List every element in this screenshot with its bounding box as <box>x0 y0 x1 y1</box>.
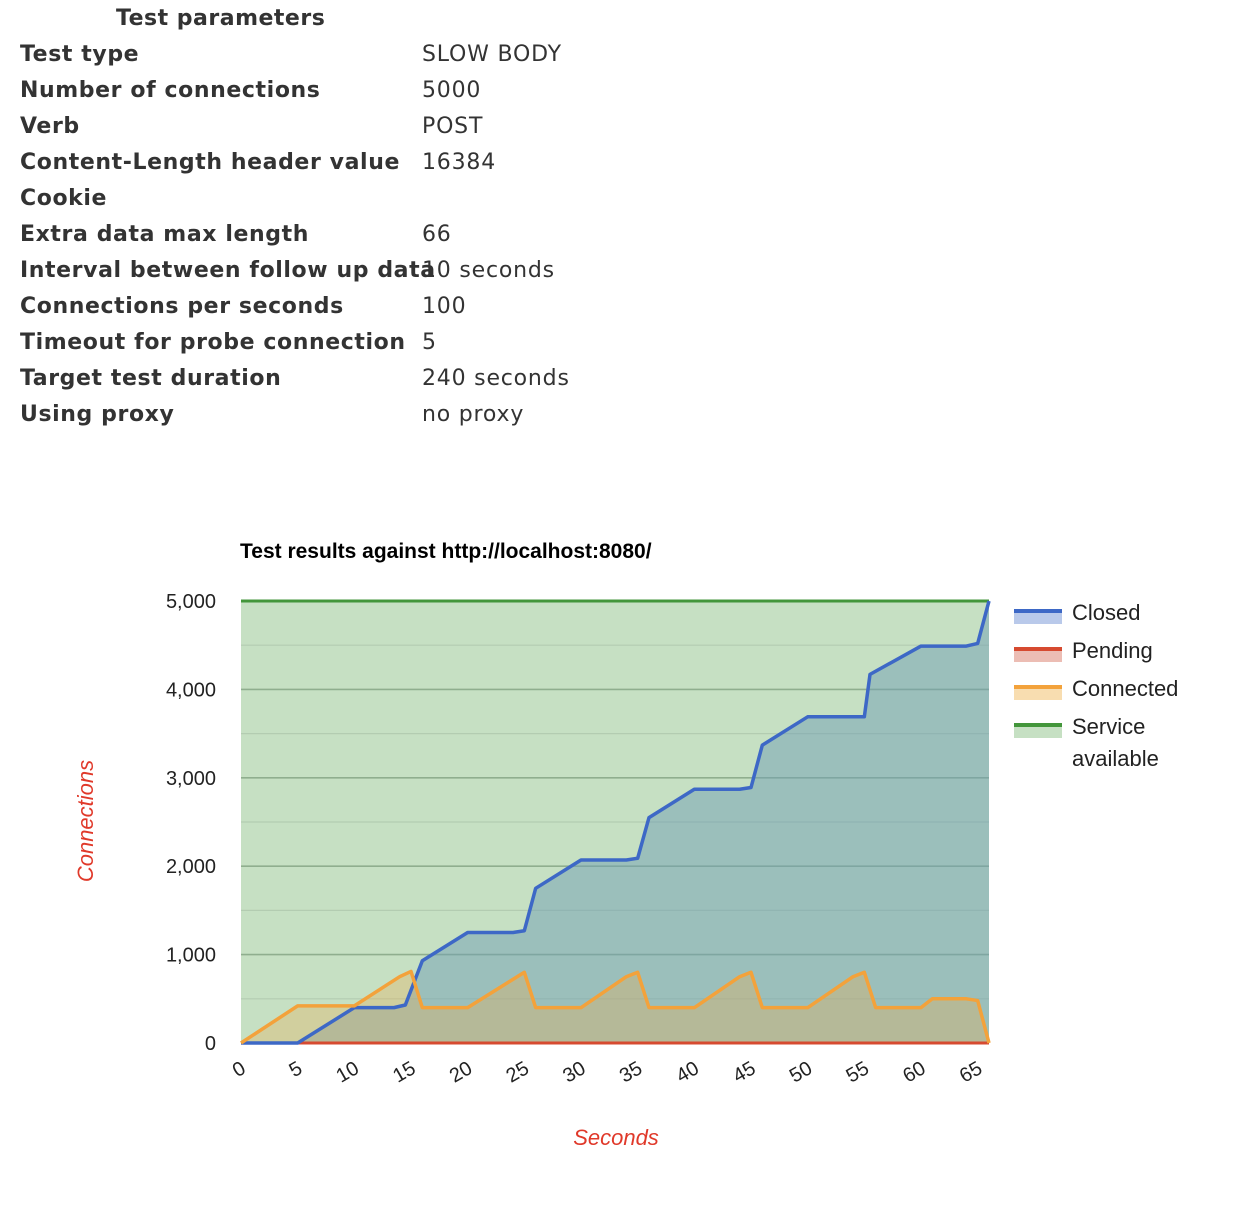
y-axis-ticks: 0 1,000 2,000 3,000 4,000 5,000 <box>166 591 216 1055</box>
x-tick-label: 20 <box>446 1057 476 1087</box>
series-line-closed <box>241 600 991 1045</box>
y-tick-label: 4,000 <box>166 679 216 701</box>
legend-label: Service <box>1072 714 1145 739</box>
legend-label: Closed <box>1072 600 1140 625</box>
x-tick-label: 50 <box>786 1057 816 1087</box>
legend-swatch-line <box>1014 647 1062 651</box>
x-tick-label: 0 <box>229 1057 250 1082</box>
y-axis-title: Connections <box>73 760 98 882</box>
x-tick-label: 35 <box>616 1057 646 1087</box>
series-line-connected <box>240 969 991 1045</box>
legend-swatch <box>1014 648 1062 662</box>
y-tick-label: 2,000 <box>166 856 216 878</box>
x-tick-label: 25 <box>503 1057 533 1087</box>
y-tick-label: 5,000 <box>166 591 216 613</box>
x-tick-label: 45 <box>729 1057 759 1087</box>
plot-area <box>240 599 991 1045</box>
x-axis-title: Seconds <box>573 1125 659 1150</box>
param-label: Interval between follow up data <box>20 258 436 283</box>
parameters-title: Test parameters <box>116 6 326 31</box>
param-label: Number of connections <box>20 78 321 103</box>
series-area-connected <box>241 971 989 1043</box>
legend-swatch-line <box>1014 609 1062 613</box>
x-tick-label: 15 <box>389 1057 419 1087</box>
legend-swatch-line <box>1014 685 1062 689</box>
y-tick-label: 0 <box>205 1033 216 1055</box>
param-label: Extra data max length <box>20 222 309 247</box>
x-tick-label: 30 <box>559 1057 589 1087</box>
legend-item: Pending <box>1014 638 1153 663</box>
param-label: Test type <box>20 42 140 67</box>
legend-swatch <box>1014 724 1062 738</box>
legend: Closed Pending Connected Service available <box>1014 600 1178 771</box>
param-value: 100 <box>422 294 467 319</box>
legend-swatch <box>1014 610 1062 624</box>
param-value: 5 <box>422 330 437 355</box>
y-tick-label: 1,000 <box>166 945 216 967</box>
param-label: Cookie <box>20 186 108 211</box>
param-value: SLOW BODY <box>422 42 562 67</box>
param-value: 5000 <box>422 78 482 103</box>
legend-item: Connected <box>1014 676 1178 701</box>
series-area-closed <box>241 601 989 1043</box>
legend-item: Closed <box>1014 600 1140 625</box>
param-value: 16384 <box>422 150 496 175</box>
x-tick-label: 55 <box>843 1057 873 1087</box>
legend-swatch-line <box>1014 723 1062 727</box>
param-label: Timeout for probe connection <box>20 330 406 355</box>
x-tick-label: 60 <box>899 1057 929 1087</box>
param-label: Content-Length header value <box>20 150 400 175</box>
x-tick-label: 5 <box>286 1057 307 1082</box>
legend-swatch <box>1014 686 1062 700</box>
param-label: Using proxy <box>20 402 175 427</box>
chart-title: Test results against http://localhost:80… <box>240 540 652 563</box>
legend-item: Service available <box>1014 714 1159 771</box>
param-value: 10 seconds <box>422 258 555 283</box>
param-value: no proxy <box>422 402 525 427</box>
param-label: Verb <box>20 114 80 139</box>
legend-label: available <box>1072 746 1159 771</box>
x-tick-label: 10 <box>333 1057 363 1087</box>
legend-label: Connected <box>1072 676 1178 701</box>
x-axis-ticks: 0 5 10 15 20 25 30 35 40 45 50 55 60 65 <box>229 1057 986 1087</box>
x-tick-label: 65 <box>956 1057 986 1087</box>
param-value: 66 <box>422 222 452 247</box>
test-results-chart: Test results against http://localhost:80… <box>73 540 1178 1150</box>
legend-label: Pending <box>1072 638 1153 663</box>
param-value: 240 seconds <box>422 366 570 391</box>
y-tick-label: 3,000 <box>166 768 216 790</box>
x-tick-label: 40 <box>673 1057 703 1087</box>
param-value: POST <box>422 114 484 139</box>
param-label: Target test duration <box>20 366 282 391</box>
param-label: Connections per seconds <box>20 294 344 319</box>
